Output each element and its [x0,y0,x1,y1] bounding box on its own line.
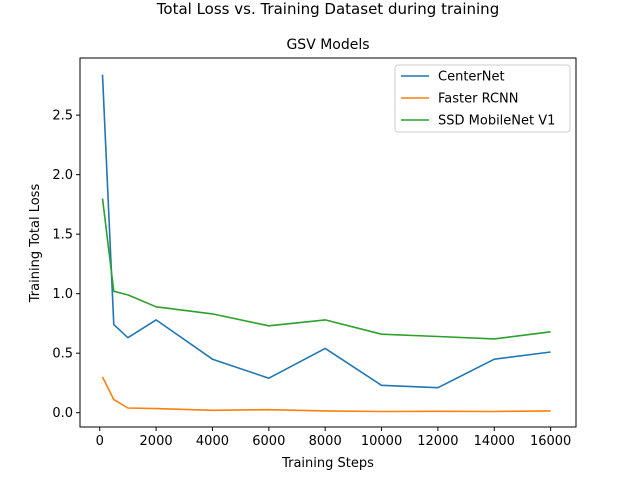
legend-box [394,64,571,133]
plot-lines [101,74,551,413]
x-tick-label: 6000 [252,434,285,449]
series-line-centernet [101,74,551,389]
legend: CenterNet Faster RCNN SSD MobileNet V1 [394,64,571,133]
x-tick-label: 16000 [530,434,571,449]
chart-suptitle: Total Loss vs. Training Dataset during t… [156,0,499,18]
y-tick-label: 0.0 [52,406,73,421]
chart-title: GSV Models [286,37,369,53]
x-tick-label: 8000 [309,434,342,449]
x-tick-label: 2000 [140,434,173,449]
y-tick-label: 2.0 [52,168,73,183]
y-tick-label: 1.5 [52,228,73,243]
x-tick-label: 12000 [417,434,458,449]
y-tick-label: 2.5 [52,109,73,124]
x-tick-label: 14000 [474,434,515,449]
x-tick-label: 4000 [196,434,229,449]
x-tick-label: 10000 [361,434,402,449]
legend-label-centernet: CenterNet [438,70,505,85]
x-axis-label: Training Steps [281,456,374,471]
y-axis-label: Training Total Loss [28,184,43,304]
x-axis: 0 2000 4000 6000 8000 10000 12000 14000 16000 [96,427,571,449]
x-tick-label: 0 [96,434,104,449]
legend-label-faster-rcnn: Faster RCNN [438,92,519,107]
plot-frame [79,57,577,428]
y-axis: 0.0 0.5 1.0 1.5 2.0 2.5 [52,109,80,421]
y-tick-label: 1.0 [52,287,73,302]
legend-label-ssd-mobilenet-v1: SSD MobileNet V1 [438,114,555,129]
series-line-ssd-mobilenet-v1 [101,198,551,340]
y-tick-label: 0.5 [52,347,73,362]
series-line-faster-rcnn [101,376,551,413]
